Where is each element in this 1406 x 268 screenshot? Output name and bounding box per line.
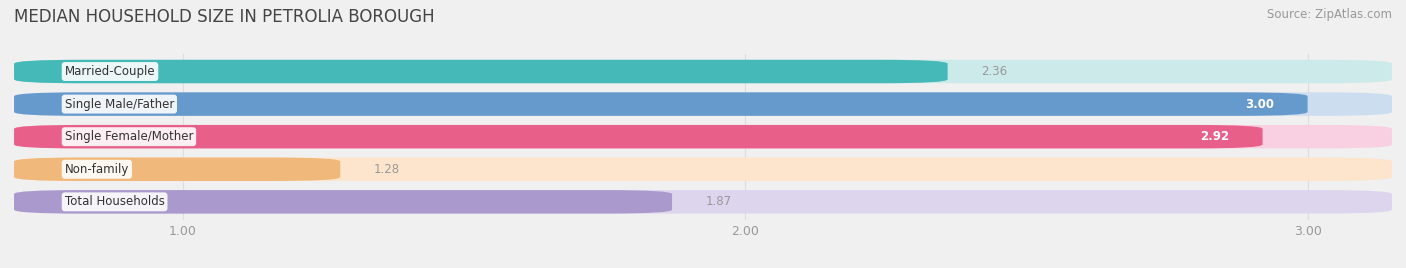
Text: Married-Couple: Married-Couple [65, 65, 155, 78]
Text: Non-family: Non-family [65, 163, 129, 176]
FancyBboxPatch shape [14, 125, 1263, 148]
FancyBboxPatch shape [14, 92, 1392, 116]
FancyBboxPatch shape [14, 158, 340, 181]
Text: Single Male/Father: Single Male/Father [65, 98, 174, 111]
Text: Source: ZipAtlas.com: Source: ZipAtlas.com [1267, 8, 1392, 21]
Text: 2.92: 2.92 [1199, 130, 1229, 143]
FancyBboxPatch shape [14, 190, 672, 214]
FancyBboxPatch shape [14, 158, 1392, 181]
Text: 1.28: 1.28 [374, 163, 401, 176]
FancyBboxPatch shape [14, 60, 948, 83]
Text: 3.00: 3.00 [1244, 98, 1274, 111]
Text: MEDIAN HOUSEHOLD SIZE IN PETROLIA BOROUGH: MEDIAN HOUSEHOLD SIZE IN PETROLIA BOROUG… [14, 8, 434, 26]
Text: Total Households: Total Households [65, 195, 165, 208]
FancyBboxPatch shape [14, 92, 1308, 116]
Text: 1.87: 1.87 [706, 195, 733, 208]
FancyBboxPatch shape [14, 60, 1392, 83]
Text: 2.36: 2.36 [981, 65, 1008, 78]
FancyBboxPatch shape [14, 125, 1392, 148]
Text: Single Female/Mother: Single Female/Mother [65, 130, 193, 143]
FancyBboxPatch shape [14, 190, 1392, 214]
